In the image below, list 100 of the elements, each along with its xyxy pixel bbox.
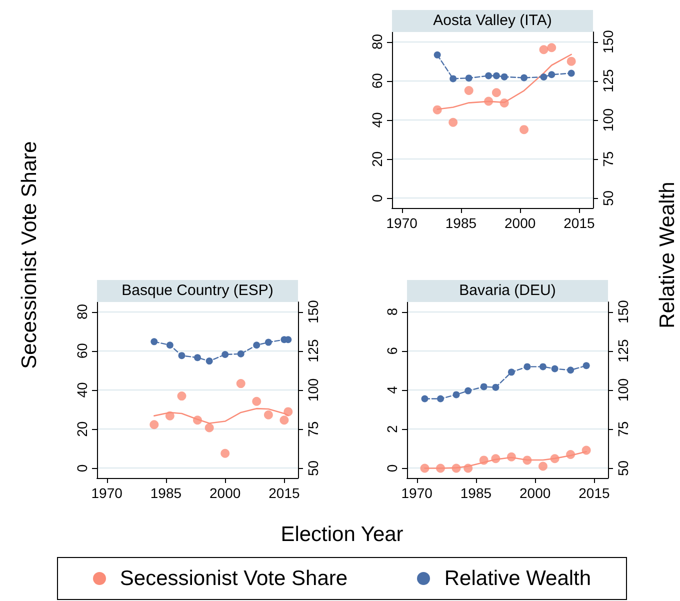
x-tick-label: 2015 (578, 485, 610, 501)
x-tick-label: 1985 (460, 485, 492, 501)
x-tick-label: 2000 (520, 485, 551, 501)
y2-tick-label: 75 (615, 421, 631, 437)
y-tick-label: 40 (369, 112, 385, 128)
point (284, 407, 293, 416)
point (434, 51, 441, 58)
y2-tick-label: 100 (600, 108, 616, 132)
legend-label: Relative Wealth (444, 566, 592, 590)
y-tick-label: 60 (369, 72, 385, 89)
point (508, 368, 515, 376)
point (437, 395, 444, 402)
point (492, 384, 500, 391)
point (491, 454, 500, 464)
y-tick-label: 4 (384, 386, 400, 394)
point (421, 395, 428, 402)
y2-tick-label: 125 (600, 68, 616, 93)
point (206, 358, 213, 365)
point (548, 71, 556, 78)
y2-tick-label: 75 (600, 151, 616, 167)
y2-tick-label: 125 (305, 338, 321, 363)
point (520, 125, 529, 134)
x-tick-label: 1970 (91, 485, 123, 501)
x-tick-label: 1985 (150, 485, 182, 501)
point (204, 423, 214, 432)
x-tick-label: 1970 (386, 215, 418, 231)
y2-tick-label: 100 (305, 378, 321, 402)
x-tick-label: 2000 (504, 215, 536, 231)
chart-title: Bavaria (DEU) (407, 280, 608, 302)
point (500, 98, 509, 108)
point (492, 88, 501, 98)
y-tick-label: 6 (384, 346, 400, 355)
point (539, 363, 546, 370)
point (178, 352, 186, 360)
point (566, 56, 576, 66)
y-tick-label: 2 (384, 425, 400, 434)
point (166, 342, 174, 349)
y-tick-label: 0 (369, 194, 385, 202)
y-tick-label: 80 (74, 304, 90, 320)
point (253, 342, 260, 349)
x-tick-label: 2015 (564, 215, 595, 231)
y2-tick-label: 125 (615, 338, 631, 363)
y2-axis-title: Relative Wealth (656, 182, 680, 328)
point (452, 391, 460, 398)
point (485, 72, 492, 80)
point (264, 410, 273, 420)
y-tick-label: 20 (74, 421, 90, 437)
point (194, 354, 201, 362)
point (500, 73, 508, 80)
x-axis-title: Election Year (280, 523, 404, 547)
point (538, 462, 548, 471)
point (567, 366, 574, 374)
point (479, 456, 488, 465)
point (550, 454, 560, 464)
y-tick-label: 40 (74, 382, 90, 398)
point (252, 396, 262, 406)
point (506, 452, 516, 462)
point (464, 86, 474, 95)
y2-tick-label: 50 (305, 460, 321, 476)
point (582, 446, 591, 455)
point (582, 362, 590, 370)
chart-title: Basque Country (ESP) (97, 280, 298, 302)
y2-tick-label: 75 (305, 421, 321, 437)
y2-tick-label: 150 (615, 300, 631, 324)
point (464, 387, 472, 394)
point (465, 74, 472, 82)
y-tick-label: 20 (369, 151, 385, 167)
point (522, 456, 532, 465)
point (480, 383, 488, 390)
x-tick-label: 1985 (445, 215, 477, 231)
point (551, 365, 558, 372)
point (150, 338, 158, 346)
y-axis-title: Secessionist Vote Share (18, 141, 42, 369)
point (177, 392, 186, 401)
y2-tick-label: 50 (615, 460, 631, 476)
legend-label: Secessionist Vote Share (120, 566, 348, 590)
point (520, 74, 528, 82)
point (237, 350, 244, 358)
point (568, 70, 575, 77)
x-tick-label: 2000 (210, 485, 241, 501)
y-tick-label: 80 (369, 34, 385, 50)
chart-title: Aosta Valley (ITA) (392, 10, 593, 32)
point (492, 72, 500, 80)
y2-tick-label: 100 (615, 378, 631, 402)
point (547, 43, 556, 52)
point (484, 96, 494, 106)
point (452, 464, 461, 473)
point (150, 420, 159, 430)
point (448, 118, 458, 127)
point (464, 464, 473, 473)
point (420, 464, 430, 473)
point (566, 450, 576, 460)
y-tick-label: 8 (384, 308, 400, 316)
y2-tick-label: 150 (600, 30, 616, 54)
point (539, 45, 548, 54)
point (222, 350, 229, 358)
point (280, 416, 289, 425)
point (193, 416, 202, 425)
point (432, 105, 442, 114)
point (236, 379, 246, 388)
